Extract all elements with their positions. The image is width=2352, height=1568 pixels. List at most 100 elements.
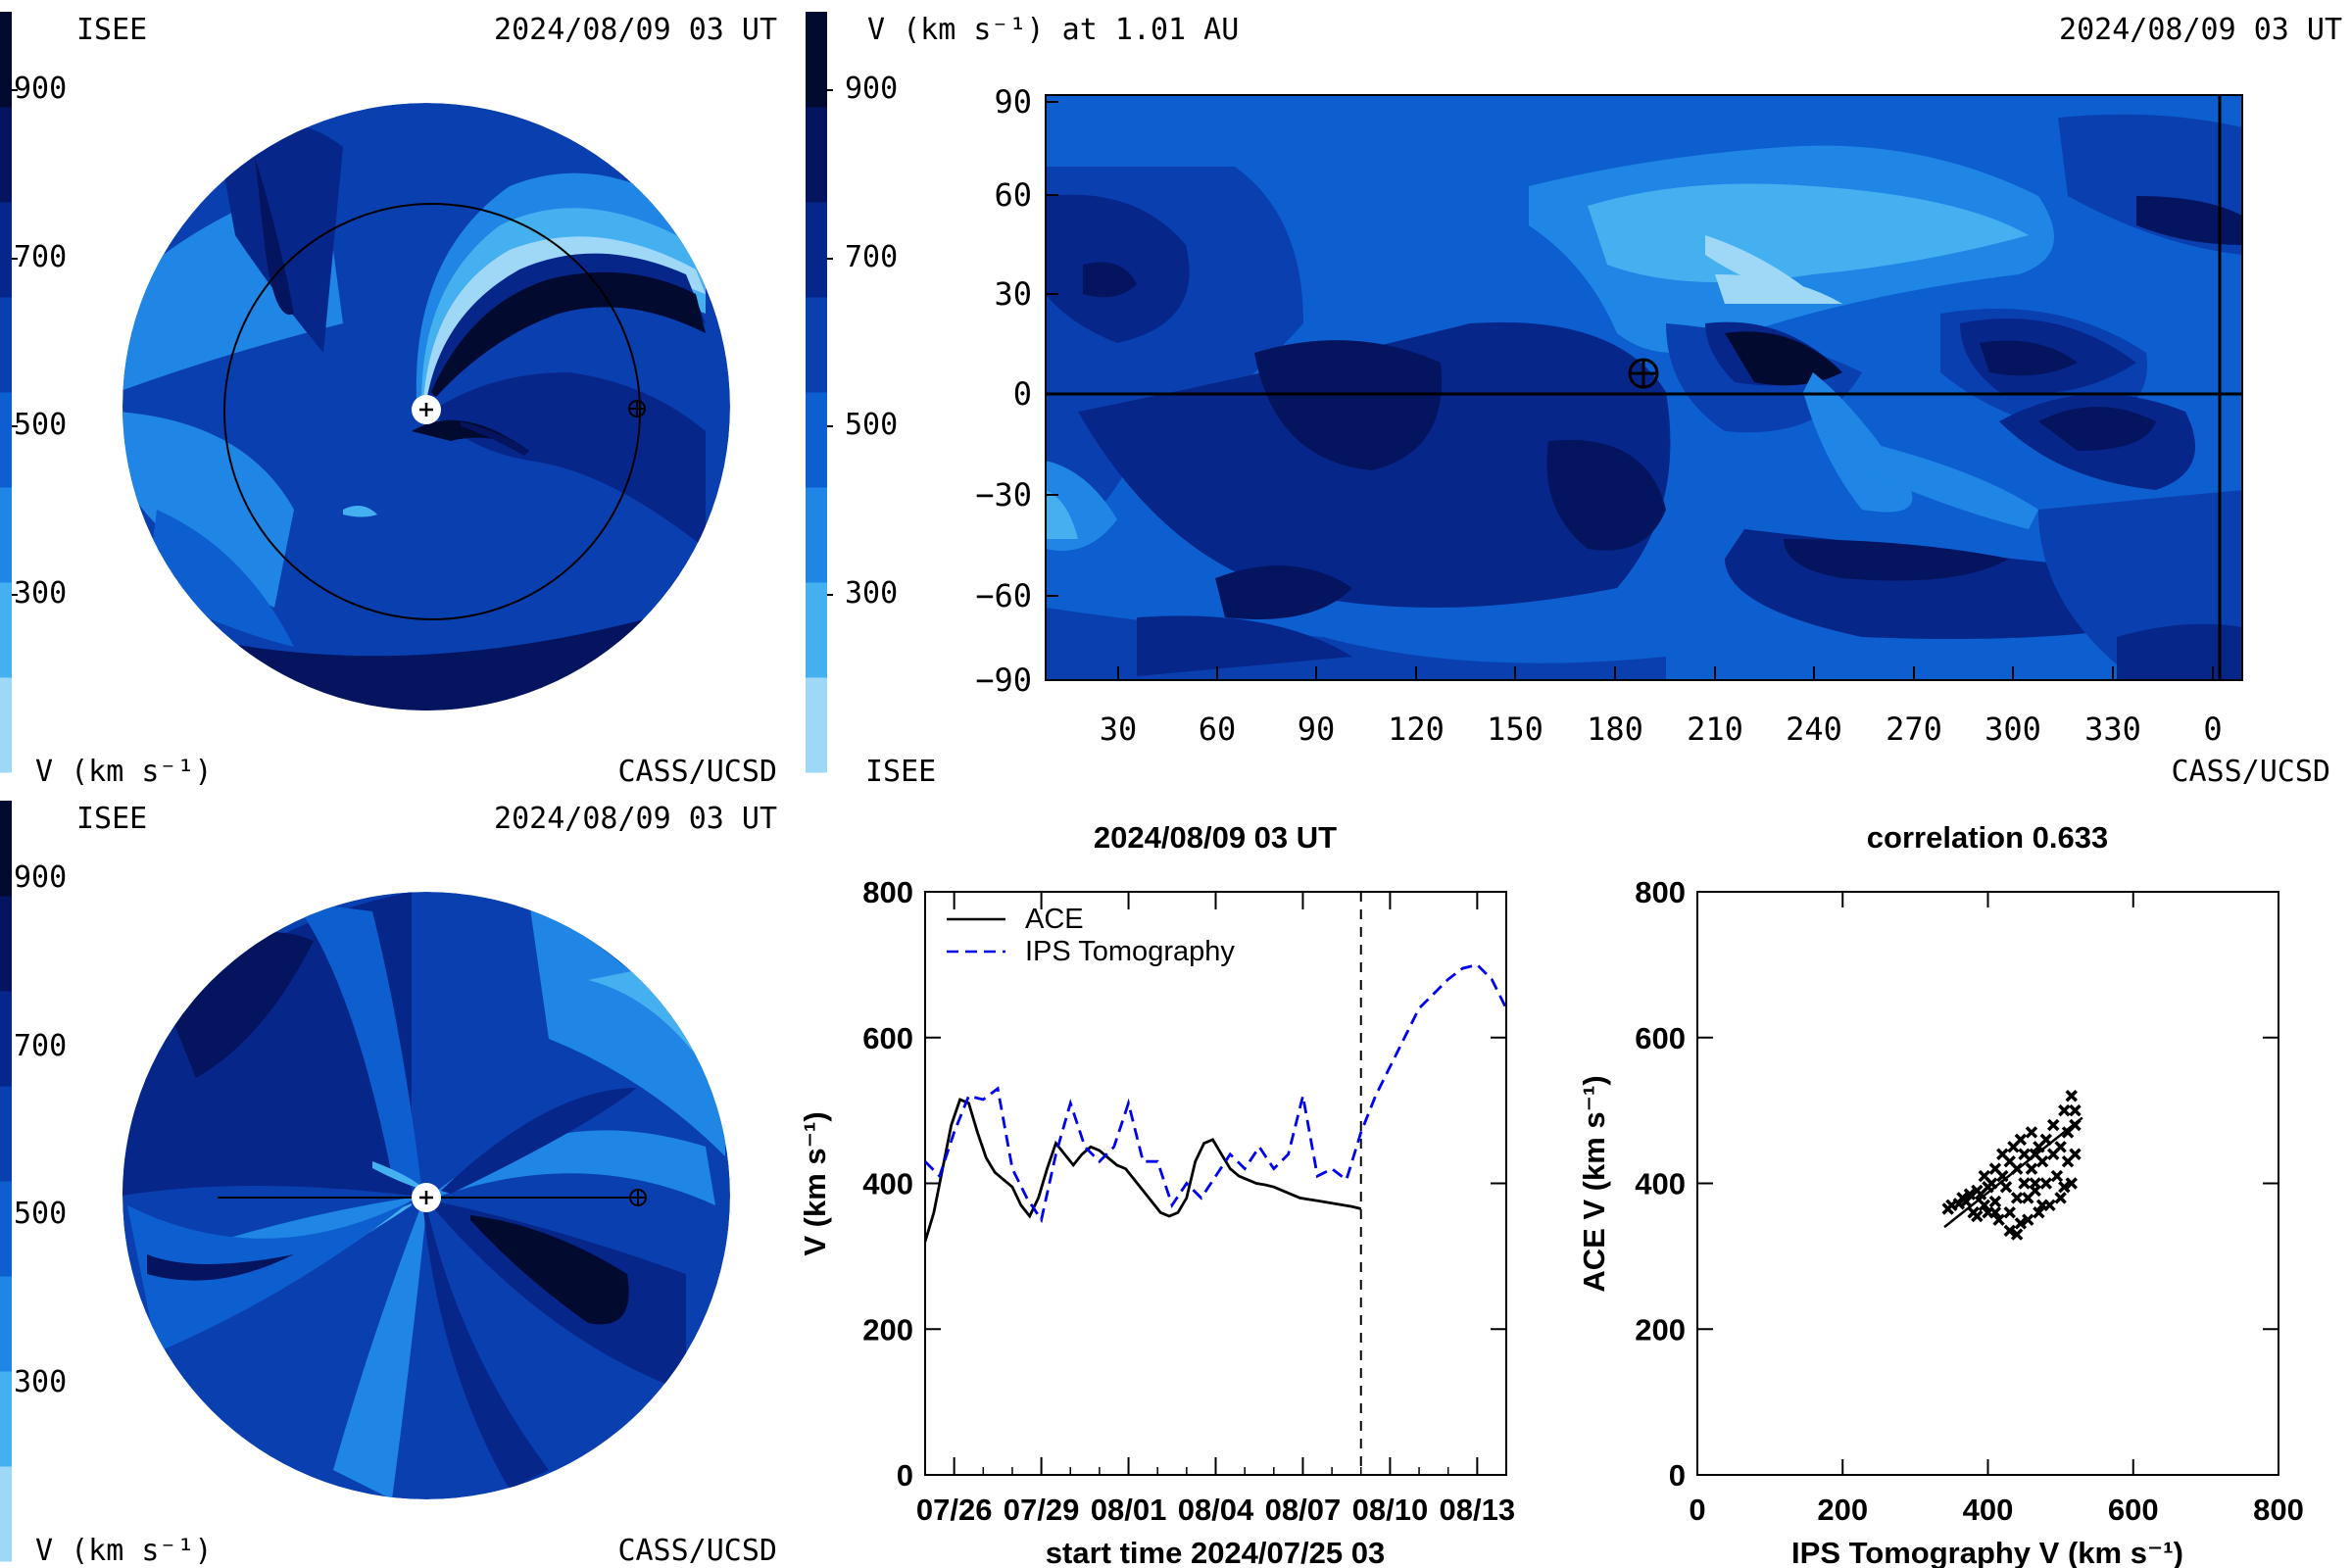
scatter-chart-ytick-label: 800 (1635, 875, 1686, 909)
tr-cbar-segment (806, 297, 827, 393)
bl-cbar-unit: V (km s⁻¹) (35, 1534, 213, 1568)
scatter-point (2025, 1126, 2038, 1139)
line-chart-xtick-label: 08/04 (1178, 1493, 1254, 1527)
tr-lon-tick-label: 30 (1100, 710, 1138, 748)
line-chart-xtick-label: 07/29 (1004, 1493, 1080, 1527)
tr-cbar-segment (806, 487, 827, 583)
scatter-point (1963, 1188, 1977, 1200)
ace-series-line (925, 1098, 1362, 1243)
scatter-point (2050, 1169, 2064, 1183)
scatter-point (2010, 1192, 2024, 1204)
scatter-point (1960, 1195, 1973, 1208)
scatter-point (2054, 1192, 2067, 1204)
tr-cbar-tick-700: 700 (845, 240, 898, 274)
tr-lon-tick-label: 300 (1984, 710, 2041, 748)
bl-cbar-segment (0, 1276, 12, 1372)
scatter-chart-ytick-label: 0 (1669, 1458, 1686, 1493)
legend-ace-label: ACE (1025, 904, 1084, 935)
bl-cbar-tick-300: 300 (14, 1365, 67, 1399)
tr-lon-tick-label: 150 (1487, 710, 1544, 748)
tl-cbar-segment (0, 12, 12, 108)
scatter-point (1978, 1169, 1991, 1183)
tr-lon-tick-label: 90 (1298, 710, 1336, 748)
scatter-chart-xtick-label: 600 (2108, 1493, 2159, 1527)
scatter-chart: correlation 0.633 IPS Tomography V (km s… (1577, 820, 2304, 1568)
scatter-chart-xtick-label: 800 (2253, 1493, 2304, 1527)
scatter-chart-ylabel: ACE V (km s⁻¹) (1577, 1075, 1611, 1292)
tr-lon-tick-label: 270 (1886, 710, 1942, 748)
tl-cbar-tick-500: 500 (14, 408, 67, 442)
bl-cbar-segment (0, 1181, 12, 1277)
tl-cbar-unit: V (km s⁻¹) (35, 755, 213, 789)
tr-earth-icon (1628, 358, 1659, 389)
tr-lon-tick-label: 120 (1388, 710, 1445, 748)
tr-lon-tick-label: 330 (2084, 710, 2141, 748)
tl-cbar-segment (0, 582, 12, 678)
line-chart-frame (924, 891, 1507, 1476)
tr-panel: V (km s⁻¹) at 1.01 AU 2024/08/09 03 UT I… (806, 12, 2342, 789)
scatter-point (2010, 1228, 2024, 1241)
legend-ips-label: IPS Tomography (1025, 936, 1235, 967)
tr-lat-tick-label: −90 (975, 662, 1032, 699)
bl-cbar-segment (0, 1371, 12, 1467)
scatter-point (2029, 1177, 2041, 1190)
tr-lat-tick-label: −30 (975, 476, 1032, 514)
scatter-point (2069, 1148, 2082, 1160)
scatter-chart-frame (1696, 891, 2279, 1476)
line-chart: 2024/08/09 03 UT start time 2024/07/25 0… (798, 820, 1515, 1568)
scatter-chart-xtick-label: 200 (1817, 1493, 1868, 1527)
tl-cbar-tick-300: 300 (14, 576, 67, 611)
tl-cbar-tick-900: 900 (14, 72, 67, 106)
tr-cbar-segment (806, 582, 827, 678)
tl-cbar-segment (0, 202, 12, 298)
tr-cbar-tick-300: 300 (845, 576, 898, 611)
tr-title: V (km s⁻¹) at 1.01 AU (867, 13, 1239, 47)
scatter-fit-line (1943, 1116, 2083, 1229)
tl-time: 2024/08/09 03 UT (494, 13, 777, 47)
scatter-point (2018, 1148, 2031, 1160)
tl-cbar-segment (0, 487, 12, 583)
tr-lon-tick-label: 240 (1786, 710, 1842, 748)
ips-series-line (925, 962, 1506, 1224)
line-chart-ylabel: V (km s⁻¹) (798, 1111, 832, 1255)
line-chart-ytick-label: 800 (862, 875, 913, 909)
scatter-point (1992, 1213, 2005, 1226)
line-chart-xtick-label: 07/26 (916, 1493, 993, 1527)
line-chart-title: 2024/08/09 03 UT (1094, 820, 1337, 855)
scatter-point (2058, 1180, 2071, 1194)
bl-sun-icon (412, 1183, 441, 1212)
bl-cbar-segment (0, 1086, 12, 1182)
tr-cbar-segment (806, 392, 827, 488)
tl-earth-icon (628, 400, 646, 417)
line-chart-ytick-label: 600 (862, 1021, 913, 1055)
tr-map-frame (1045, 94, 2243, 681)
line-chart-xlabel: start time 2024/07/25 03 (1046, 1536, 1385, 1568)
tl-panel: ISEE 2024/08/09 03 UT CASS/UCSD V (km s⁻… (0, 12, 777, 789)
tl-sun-icon (412, 395, 441, 424)
tr-cbar-segment (806, 677, 827, 773)
tr-time: 2024/08/09 03 UT (2059, 13, 2342, 47)
scatter-point (2014, 1217, 2028, 1230)
scatter-point (1978, 1199, 1991, 1212)
bl-panel: ISEE 2024/08/09 03 UT CASS/UCSD V (km s⁻… (0, 89, 777, 1568)
tl-cbar-segment (0, 107, 12, 203)
scatter-point (2033, 1206, 2045, 1219)
tl-earth-orbit (223, 203, 641, 620)
scatter-chart-title: correlation 0.633 (1867, 820, 2108, 855)
tr-cbar-tick-500: 500 (845, 408, 898, 442)
scatter-chart-xtick-label: 400 (1963, 1493, 2014, 1527)
bl-cbar-segment (0, 991, 12, 1087)
scatter-chart-xtick-label: 0 (1689, 1493, 1705, 1527)
tl-cbar-segment (0, 392, 12, 488)
scatter-point (1971, 1209, 1984, 1223)
bl-cbar-tick-700: 700 (14, 1029, 67, 1063)
line-chart-xtick-label: 08/13 (1440, 1493, 1516, 1527)
tr-cbar-segment (806, 202, 827, 298)
tr-lat-tick-label: 30 (994, 275, 1032, 313)
line-chart-ytick-label: 400 (862, 1167, 913, 1201)
tr-lon-tick-label: 180 (1587, 710, 1643, 748)
bl-org-left: ISEE (76, 802, 147, 836)
tr-colorbar (806, 12, 833, 773)
scatter-point (2025, 1162, 2038, 1175)
